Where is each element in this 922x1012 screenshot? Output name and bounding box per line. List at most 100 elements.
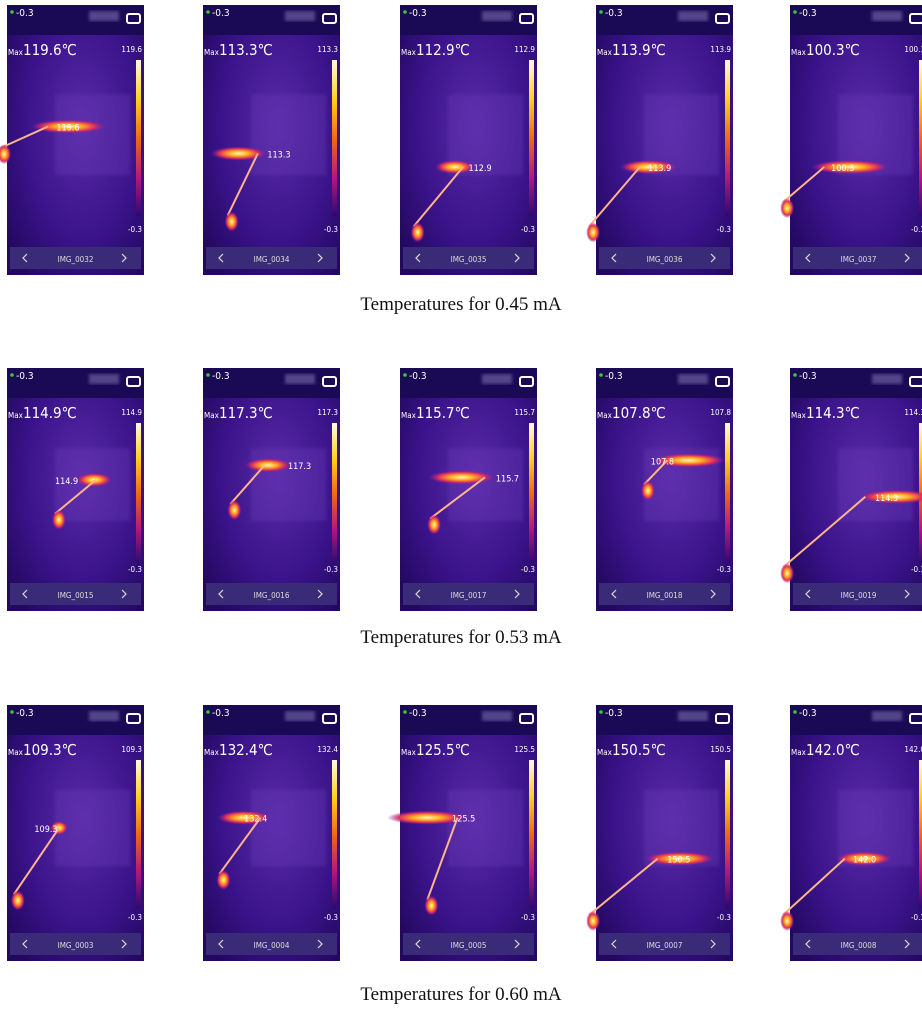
color-bar [725,760,730,909]
bottom-bar [206,933,337,955]
probe-wire [643,459,668,486]
color-bar [725,60,730,217]
color-bar [725,423,730,564]
file-name: IMG_0007 [647,941,683,950]
spot-temp: 100.3 [831,164,854,174]
status-dot [599,373,603,377]
battery-icon [519,713,534,724]
thermal-image: -0.3 Max 114.9℃ 114.9 -0.3 114.9 IMG_0015 [7,368,144,611]
bottom-bar [403,933,534,955]
bottom-bar [206,583,337,605]
next-arrow [514,939,520,949]
probe-wire [429,476,486,520]
max-temp: 117.3℃ [219,404,273,422]
battery-icon [909,376,922,387]
bottom-bar [10,933,141,955]
hot-streak [210,146,267,161]
max-label: Max [204,48,220,57]
hot-end [586,910,601,931]
hot-end [780,198,795,219]
max-label: Max [791,48,807,57]
hot-streak [859,489,922,504]
status-dot [793,373,797,377]
probe-wire [426,817,459,900]
status-dot [403,710,407,714]
date-blur [482,374,512,384]
scale-bottom: -0.3 [717,565,731,574]
top-bar [596,705,733,735]
scale-bottom: -0.3 [717,225,731,234]
prev-arrow [611,253,617,263]
color-bar [529,760,534,909]
color-bar [529,60,534,217]
prev-arrow [805,253,811,263]
scale-top: 107.8 [710,408,731,417]
spot-temp: 125.5 [452,815,475,825]
file-name: IMG_0015 [58,591,94,600]
prev-arrow [22,939,28,949]
spot-temp: 112.9 [469,164,492,174]
next-arrow [710,589,716,599]
status-dot [403,10,407,14]
bottom-bar [793,583,922,605]
battery-icon [715,713,730,724]
scale-top: 150.5 [710,745,731,754]
top-bar [596,5,733,35]
top-min: -0.3 [409,8,427,19]
hot-end [10,890,25,911]
date-blur [285,711,315,721]
probe-wire [588,857,659,916]
top-min: -0.3 [16,8,34,19]
scale-bottom: -0.3 [128,565,142,574]
date-blur [285,374,315,384]
spot-temp: 119.6 [56,124,79,134]
prev-arrow [415,939,421,949]
status-dot [403,373,407,377]
top-min: -0.3 [212,8,230,19]
battery-icon [519,13,534,24]
file-name: IMG_0032 [58,255,94,264]
top-bar [7,705,144,735]
file-name: IMG_0034 [254,255,290,264]
top-min: -0.3 [605,708,623,719]
hot-streak [435,160,475,174]
battery-icon [909,713,922,724]
scale-top: 113.3 [317,45,338,54]
scale-top: 100.3 [904,45,922,54]
top-min: -0.3 [605,371,623,382]
status-dot [793,10,797,14]
thermal-image: -0.3 Max 125.5℃ 125.5 -0.3 125.5 IMG_0005 [387,705,537,961]
max-temp: 142.0℃ [806,741,860,759]
status-dot [10,10,14,14]
scale-top: 115.7 [514,408,535,417]
color-bar [332,760,337,909]
status-dot [10,373,14,377]
scale-bottom: -0.3 [521,225,535,234]
next-arrow [317,939,323,949]
next-arrow [710,939,716,949]
prev-arrow [805,589,811,599]
max-temp: 150.5℃ [612,741,666,759]
next-arrow [317,253,323,263]
color-bar [332,60,337,217]
hot-streak [651,453,726,468]
top-bar [400,368,537,398]
top-min: -0.3 [409,371,427,382]
max-temp: 107.8℃ [612,404,666,422]
top-bar [203,368,340,398]
hot-end [780,910,795,931]
prev-arrow [611,589,617,599]
thermal-image: -0.3 Max 119.6℃ 119.6 -0.3 119.6 IMG_0032 [0,5,144,275]
max-label: Max [597,48,613,57]
status-dot [793,710,797,714]
thermal-image: -0.3 Max 117.3℃ 117.3 -0.3 117.3 IMG_0016 [203,368,340,611]
hot-streak [31,119,107,134]
max-temp: 100.3℃ [806,41,860,59]
color-bar [136,760,141,909]
top-min: -0.3 [16,371,34,382]
max-temp: 132.4℃ [219,741,273,759]
max-temp: 109.3℃ [23,741,77,759]
color-bar [529,423,534,564]
